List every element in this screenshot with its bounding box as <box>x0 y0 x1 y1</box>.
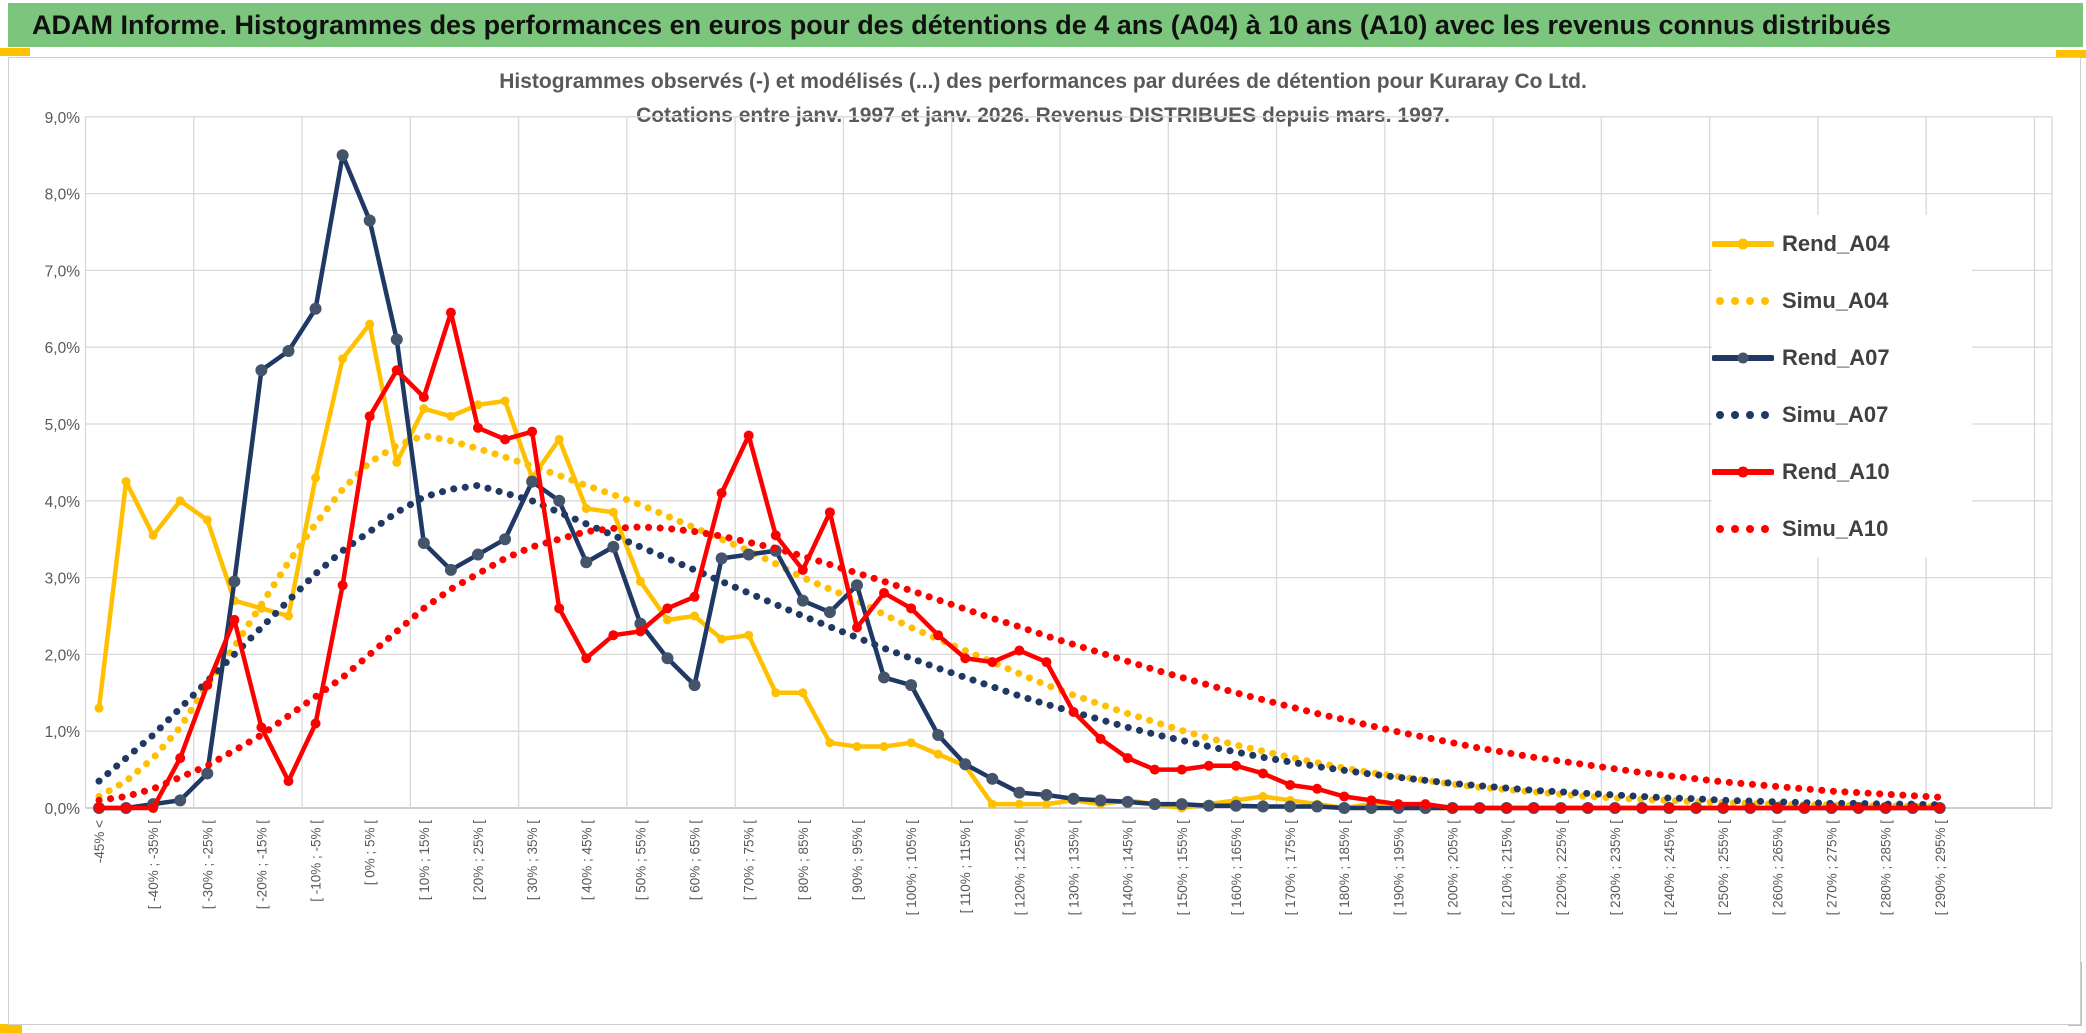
svg-text:[ 0% ; 5% [: [ 0% ; 5% [ <box>363 820 378 886</box>
svg-text:2,0%: 2,0% <box>45 647 81 664</box>
legend-item-simu-a04[interactable]: Simu_A04 <box>1712 272 1972 329</box>
gold-accent-top-right <box>2056 50 2086 58</box>
chart-title-line2: Cotations entre janv. 1997 et janv. 2026… <box>0 104 2086 128</box>
svg-text:[ 140% ; 145% [: [ 140% ; 145% [ <box>1121 820 1136 916</box>
svg-text:5,0%: 5,0% <box>45 417 81 434</box>
svg-text:[ 120% ; 125% [: [ 120% ; 125% [ <box>1012 820 1027 916</box>
svg-text:[ 160% ; 165% [: [ 160% ; 165% [ <box>1229 820 1244 916</box>
svg-text:[ 100% ; 105% [: [ 100% ; 105% [ <box>904 820 919 916</box>
svg-text:9,0%: 9,0% <box>45 110 81 127</box>
rend-a10-line-icon <box>1712 466 1774 477</box>
svg-text:[ 170% ; 175% [: [ 170% ; 175% [ <box>1283 820 1298 916</box>
legend-item-rend-a04[interactable]: Rend_A04 <box>1712 215 1972 272</box>
svg-text:[ 130% ; 135% [: [ 130% ; 135% [ <box>1067 820 1082 916</box>
svg-text:[ 150% ; 155% [: [ 150% ; 155% [ <box>1175 820 1190 916</box>
svg-text:[ 180% ; 185% [: [ 180% ; 185% [ <box>1337 820 1352 916</box>
svg-text:[ -20% ; -15% [: [ -20% ; -15% [ <box>254 820 269 910</box>
svg-text:[ -40% ; -35% [: [ -40% ; -35% [ <box>146 820 161 910</box>
svg-text:[ 200% ; 205% [: [ 200% ; 205% [ <box>1446 820 1461 916</box>
svg-text:[ 260% ; 265% [: [ 260% ; 265% [ <box>1770 820 1785 916</box>
chart-title-line1: Histogrammes observés (-) et modélisés (… <box>0 70 2086 94</box>
header-title: ADAM Informe. Histogrammes des performan… <box>32 9 1892 40</box>
rend-a07-line-icon <box>1712 352 1774 363</box>
svg-text:0,0%: 0,0% <box>45 801 81 818</box>
svg-text:[ -30% ; -25% [: [ -30% ; -25% [ <box>200 820 215 910</box>
gold-accent-top-left <box>0 48 30 56</box>
svg-text:[ 40% ; 45% [: [ 40% ; 45% [ <box>579 820 594 901</box>
svg-text:[ 10% ; 15% [: [ 10% ; 15% [ <box>417 820 432 901</box>
svg-text:[ 110% ; 115% [: [ 110% ; 115% [ <box>958 820 973 914</box>
svg-text:[ 210% ; 215% [: [ 210% ; 215% [ <box>1500 820 1515 916</box>
legend-item-simu-a10[interactable]: Simu_A10 <box>1712 500 1972 557</box>
svg-text:7,0%: 7,0% <box>45 263 81 280</box>
svg-text:[ 90% ; 95% [: [ 90% ; 95% [ <box>850 820 865 901</box>
svg-text:[ 30% ; 35% [: [ 30% ; 35% [ <box>525 820 540 901</box>
simu-a04-dots-icon <box>1716 296 1769 305</box>
svg-text:1,0%: 1,0% <box>45 724 81 741</box>
svg-text:[ 70% ; 75% [: [ 70% ; 75% [ <box>742 820 757 901</box>
legend-item-simu-a07[interactable]: Simu_A07 <box>1712 386 1972 443</box>
legend-item-rend-a10[interactable]: Rend_A10 <box>1712 443 1972 500</box>
simu-a07-dots-icon <box>1716 410 1769 419</box>
chart-legend: Rend_A04 Simu_A04 Rend_A07 Simu_A07 Rend… <box>1712 215 1972 557</box>
svg-text:[ 240% ; 245% [: [ 240% ; 245% [ <box>1662 820 1677 916</box>
svg-text:3,0%: 3,0% <box>45 571 81 588</box>
svg-text:4,0%: 4,0% <box>45 494 81 511</box>
svg-text:8,0%: 8,0% <box>45 187 81 204</box>
legend-item-rend-a07[interactable]: Rend_A07 <box>1712 329 1972 386</box>
svg-text:[ 230% ; 235% [: [ 230% ; 235% [ <box>1608 820 1623 916</box>
svg-text:[ 290% ; 295% [: [ 290% ; 295% [ <box>1933 820 1948 916</box>
svg-text:[ 20% ; 25% [: [ 20% ; 25% [ <box>471 820 486 901</box>
svg-text:[ 250% ; 255% [: [ 250% ; 255% [ <box>1716 820 1731 916</box>
svg-text:[ 60% ; 65% [: [ 60% ; 65% [ <box>688 820 703 901</box>
svg-text:6,0%: 6,0% <box>45 340 81 357</box>
rend-a04-line-icon <box>1712 238 1774 249</box>
gold-accent-bottom-left <box>0 1024 22 1033</box>
svg-text:[ 50% ; 55% [: [ 50% ; 55% [ <box>633 820 648 901</box>
svg-text:[ 280% ; 285% [: [ 280% ; 285% [ <box>1879 820 1894 916</box>
svg-text:[ -10% ; -5% [: [ -10% ; -5% [ <box>309 820 324 902</box>
svg-text:[ 190% ; 195% [: [ 190% ; 195% [ <box>1391 820 1406 916</box>
svg-text:[ 270% ; 275% [: [ 270% ; 275% [ <box>1824 820 1839 916</box>
svg-text:[ 220% ; 225% [: [ 220% ; 225% [ <box>1554 820 1569 916</box>
simu-a10-dots-icon <box>1716 524 1769 533</box>
header-band: ADAM Informe. Histogrammes des performan… <box>8 3 2083 47</box>
svg-text:[ 80% ; 85% [: [ 80% ; 85% [ <box>796 820 811 901</box>
svg-text:-45% <: -45% < <box>92 820 107 863</box>
